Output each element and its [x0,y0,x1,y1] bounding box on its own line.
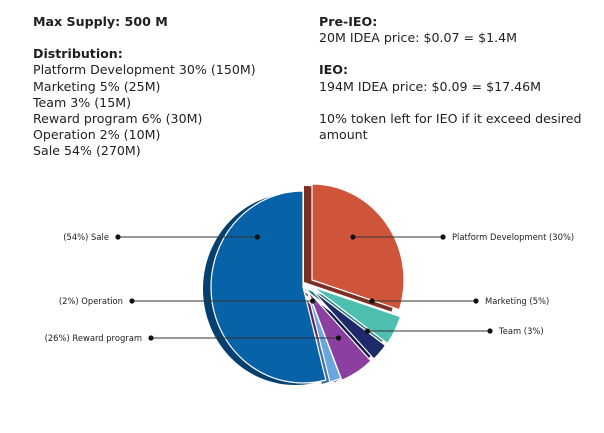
leader-dot [148,335,154,341]
leader-dot [115,234,121,240]
pie-slice-platform-development [311,183,405,311]
slice-label: Team (3%) [498,326,544,336]
distribution-line: Platform Development 30% (150M) [33,62,256,78]
ieo-note: 10% token left for IEO if it exceed desi… [319,110,582,143]
slice-label: (2%) Operation [59,296,123,306]
leader-dot [440,234,446,240]
distribution-heading: Distribution: [33,46,123,62]
distribution-line: Operation 2% (10M) [33,127,161,143]
distribution-line: Sale 54% (270M) [33,143,141,159]
leader-dot [129,298,135,304]
max-supply: Max Supply: 500 M [33,14,168,29]
slice-label: Marketing (5%) [485,296,549,306]
leader-dot [310,298,316,304]
slice-label: (54%) Sale [63,232,109,242]
leader-dot [254,234,260,240]
slice-label: Platform Development (30%) [452,232,574,242]
ieo-line: 194M IDEA price: $0.09 = $17.46M [319,78,542,94]
pre-ieo-line: 20M IDEA price: $0.07 = $1.4M [319,30,517,46]
slice-label: (26%) Reward program [45,333,142,343]
leader-dot [369,298,375,304]
pre-ieo-heading: Pre-IEO: [319,14,378,29]
leader-dot [364,328,371,334]
distribution-line: Reward program 6% (30M) [33,111,203,127]
pie-slice-operation [306,288,342,383]
pie-slice-team [310,288,387,360]
ieo-heading: IEO: [319,62,349,78]
supply-info: Max Supply: 500 M Distribution: Platform… [33,14,256,160]
distribution-line: Marketing 5% (25M) [33,78,161,94]
leader-dot [335,335,342,341]
leader-dot [473,298,479,304]
distribution-line: Team 3% (15M) [33,94,131,110]
ieo-info: Pre-IEO: 20M IDEA price: $0.07 = $1.4M I… [319,14,589,143]
leader-dot [487,328,493,334]
pie-slice-sale [210,190,327,384]
leader-dot [350,234,356,240]
